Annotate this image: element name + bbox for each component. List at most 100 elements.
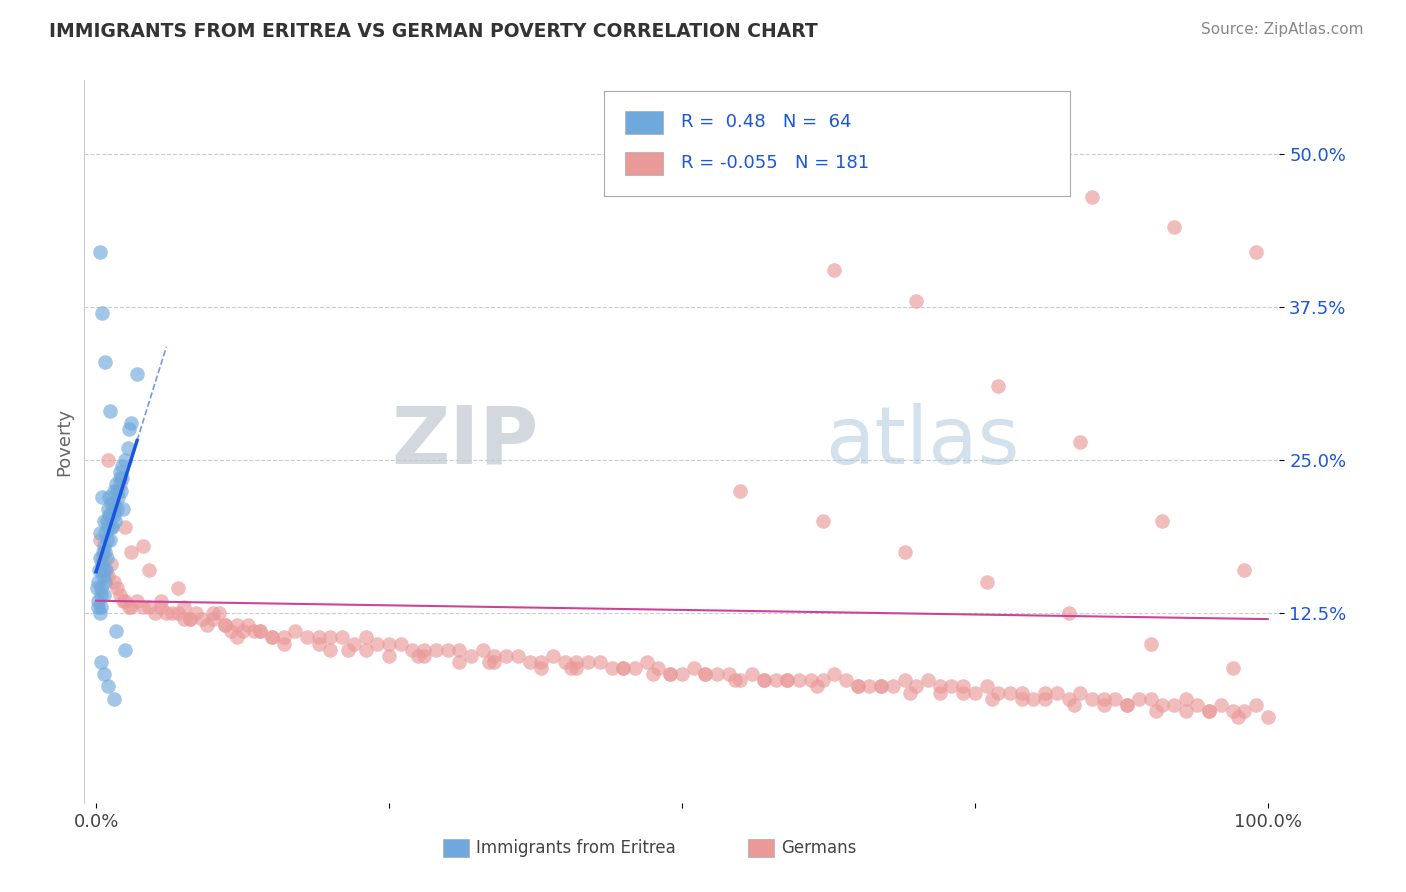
Point [378, 637, 401, 651]
Point [105, 502, 128, 516]
Point [105, 624, 127, 639]
Point [495, 648, 517, 663]
Point [893, 673, 915, 688]
Point [1033, 685, 1056, 699]
Point [612, 661, 634, 675]
Point [659, 667, 682, 681]
Point [89, 606, 111, 620]
Point [110, 483, 132, 498]
Point [108, 465, 131, 479]
Point [846, 680, 869, 694]
Point [273, 637, 295, 651]
Point [225, 631, 247, 645]
Point [576, 655, 599, 669]
Point [138, 599, 160, 614]
Point [1069, 434, 1091, 449]
Point [87, 593, 110, 607]
Point [90, 557, 114, 571]
Point [1092, 691, 1115, 706]
Point [800, 673, 823, 688]
Bar [748, 838, 773, 857]
Bar [443, 838, 470, 857]
Point [1057, 691, 1080, 706]
Point [900, 685, 922, 699]
Point [952, 685, 974, 699]
Point [120, 416, 142, 430]
Point [1222, 704, 1244, 718]
Point [90, 550, 114, 565]
Point [724, 673, 747, 688]
Point [87, 599, 110, 614]
Point [111, 458, 134, 473]
Point [1227, 710, 1250, 724]
Point [120, 545, 142, 559]
Point [319, 642, 342, 657]
Text: R =  0.48   N =  64: R = 0.48 N = 64 [681, 113, 851, 131]
Point [90, 599, 112, 614]
Point [94, 563, 117, 577]
Point [354, 631, 377, 645]
Point [765, 673, 787, 688]
Point [97, 453, 120, 467]
Point [249, 624, 271, 639]
Text: atlas: atlas [825, 402, 1019, 481]
Point [1057, 606, 1080, 620]
Point [425, 642, 447, 657]
Point [730, 673, 752, 688]
Point [928, 685, 950, 699]
Point [114, 593, 136, 607]
Point [197, 618, 219, 632]
Text: Germans: Germans [782, 839, 856, 857]
Point [108, 477, 131, 491]
Point [1174, 704, 1197, 718]
Point [811, 673, 834, 688]
Point [401, 642, 423, 657]
Point [905, 293, 928, 308]
Point [208, 606, 231, 620]
Point [100, 557, 122, 571]
Point [717, 667, 740, 681]
Point [97, 502, 120, 516]
Point [112, 593, 135, 607]
Point [260, 631, 283, 645]
Point [671, 667, 693, 681]
Point [96, 550, 118, 565]
Point [1209, 698, 1232, 712]
Point [560, 661, 582, 675]
Point [93, 588, 115, 602]
Point [1139, 637, 1161, 651]
Point [1011, 685, 1033, 699]
Point [1011, 691, 1033, 706]
Point [1069, 685, 1091, 699]
Point [87, 575, 110, 590]
Text: Source: ZipAtlas.com: Source: ZipAtlas.com [1201, 22, 1364, 37]
Point [976, 575, 998, 590]
Point [976, 680, 998, 694]
Point [484, 655, 506, 669]
Point [998, 685, 1021, 699]
Point [506, 648, 529, 663]
Point [636, 655, 658, 669]
Point [1233, 563, 1256, 577]
Point [97, 520, 120, 534]
Point [91, 545, 114, 559]
Point [94, 575, 117, 590]
Point [1257, 710, 1279, 724]
Point [776, 673, 799, 688]
Point [111, 471, 134, 485]
Point [214, 618, 236, 632]
Point [471, 642, 494, 657]
Point [86, 582, 108, 596]
Point [624, 661, 647, 675]
Point [882, 680, 904, 694]
Point [1022, 691, 1045, 706]
Point [752, 673, 775, 688]
Point [91, 569, 114, 583]
Point [138, 563, 160, 577]
Point [202, 606, 225, 620]
Point [149, 593, 172, 607]
Point [89, 533, 111, 547]
Point [659, 667, 682, 681]
Point [167, 582, 190, 596]
Point [103, 691, 125, 706]
